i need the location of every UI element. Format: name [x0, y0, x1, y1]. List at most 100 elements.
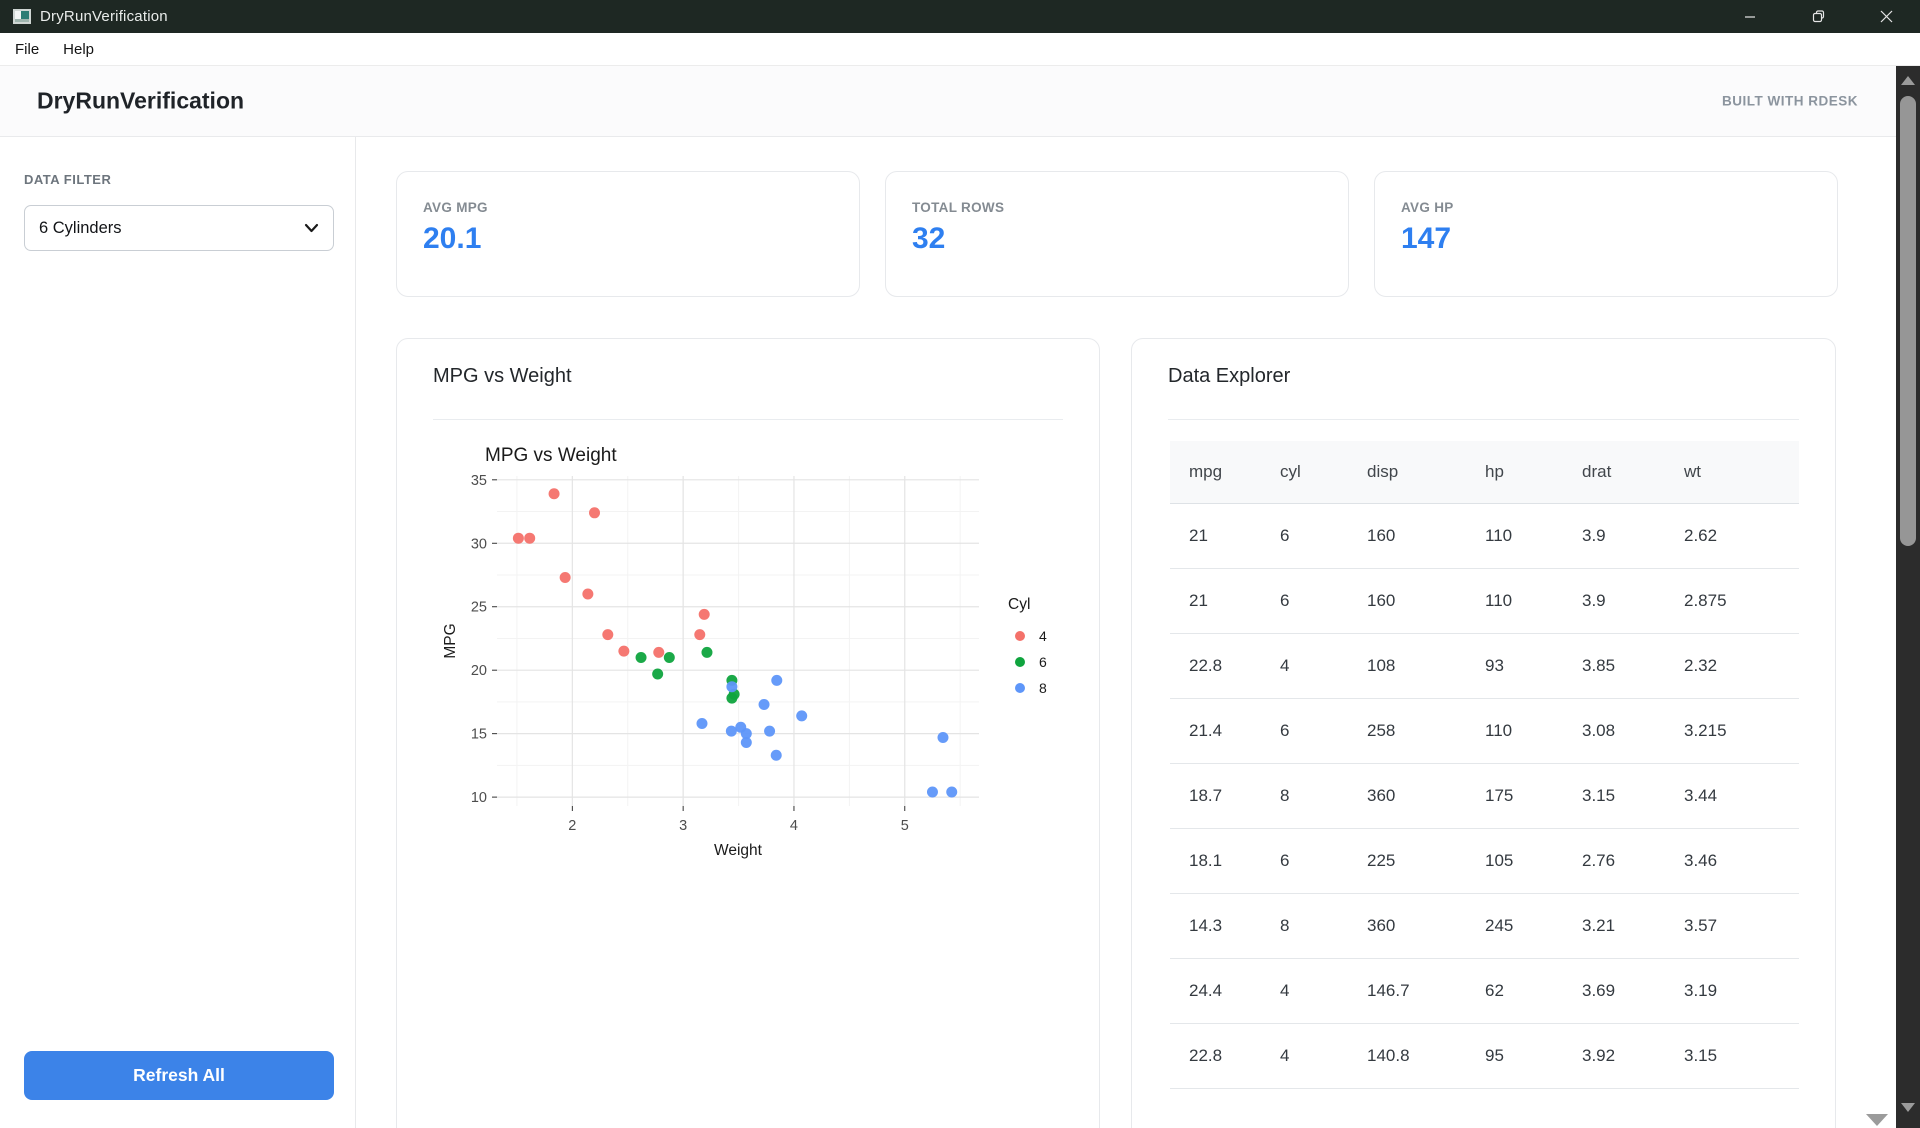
table-row: 18.7 8 360 175 3.15 3.44: [1170, 763, 1799, 829]
table-cell: 62: [1485, 958, 1582, 1024]
svg-text:10: 10: [471, 790, 487, 806]
table-cell: 18.7: [1170, 763, 1280, 829]
table-cell: 175: [1485, 763, 1582, 829]
svg-text:4: 4: [790, 818, 798, 834]
table-cell: 3.15: [1684, 1023, 1799, 1089]
menu-bar: File Help: [0, 33, 1920, 66]
table-cell: 22.8: [1170, 1023, 1280, 1089]
svg-text:20: 20: [471, 663, 487, 679]
table-row: 22.8 4 108 93 3.85 2.32: [1170, 633, 1799, 699]
svg-text:2: 2: [568, 818, 576, 834]
stat-label: AVG HP: [1401, 200, 1454, 215]
column-header-cyl: cyl: [1280, 441, 1367, 504]
page-header: DryRunVerification BUILT WITH RDESK: [0, 66, 1920, 137]
data-filter-label: DATA FILTER: [24, 172, 112, 187]
table-cell: 22.8: [1170, 633, 1280, 699]
table-cell: 95: [1485, 1023, 1582, 1089]
sidebar: DATA FILTER 6 Cylinders Refresh All: [0, 137, 356, 1128]
close-button[interactable]: [1852, 0, 1920, 33]
table-cell: 2.62: [1684, 503, 1799, 569]
table-cell: 2.875: [1684, 568, 1799, 634]
table-card-title: Data Explorer: [1168, 365, 1291, 387]
table-cell: 6: [1280, 568, 1367, 634]
window-title: DryRunVerification: [40, 8, 168, 25]
table-cell: 105: [1485, 828, 1582, 894]
table-cell: 110: [1485, 698, 1582, 764]
close-icon: [1880, 10, 1892, 23]
mpg-vs-weight-scatter-plot: 2 3 4 5 10 15 20 25 30 35 Weight MPG MPG vs Weight Cy…: [442, 445, 1047, 859]
refresh-all-button[interactable]: Refresh All: [24, 1051, 334, 1100]
data-filter-value: 6 Cylinders: [39, 218, 122, 237]
table-cell: 4: [1280, 1023, 1367, 1089]
data-filter-select[interactable]: 6 Cylinders: [24, 205, 334, 251]
table-cell: 3.9: [1582, 503, 1684, 569]
table-cell: 6: [1280, 503, 1367, 569]
svg-text:Weight: Weight: [714, 842, 763, 859]
table-cell: 3.57: [1684, 893, 1799, 959]
table-cell: 8: [1280, 763, 1367, 829]
table-cell: 6: [1280, 698, 1367, 764]
svg-text:Cyl: Cyl: [1008, 596, 1030, 613]
svg-text:8: 8: [1039, 680, 1047, 696]
table-row: 24.4 4 146.7 62 3.69 3.19: [1170, 958, 1799, 1024]
table-cell: 108: [1367, 633, 1485, 699]
table-cell: 3.85: [1582, 633, 1684, 699]
menu-file[interactable]: File: [15, 40, 40, 58]
divider: [1168, 419, 1799, 420]
table-row: 18.1 6 225 105 2.76 3.46: [1170, 828, 1799, 894]
table-cell: 3.215: [1684, 698, 1799, 764]
table-row: 21 6 160 110 3.9 2.875: [1170, 568, 1799, 634]
table-row: 14.3 8 360 245 3.21 3.57: [1170, 893, 1799, 959]
table-cell: 160: [1367, 568, 1485, 634]
table-cell: 8: [1280, 893, 1367, 959]
stat-card-total-rows: TOTAL ROWS 32: [885, 171, 1349, 297]
chevron-down-icon: [304, 219, 319, 238]
title-bar: DryRunVerification: [0, 0, 1920, 33]
svg-text:15: 15: [471, 727, 487, 743]
table-cell: 3.69: [1582, 958, 1684, 1024]
svg-text:6: 6: [1039, 654, 1047, 670]
table-cell: 2.76: [1582, 828, 1684, 894]
page-title: DryRunVerification: [37, 87, 245, 114]
svg-text:5: 5: [901, 818, 909, 834]
restore-button[interactable]: [1784, 0, 1852, 33]
scroll-down-arrow[interactable]: [1901, 1103, 1915, 1112]
data-table: mpg cyl disp hp drat wt 21 6 160 110 3.9 2.62 21 6 16…: [1170, 441, 1799, 1089]
table-cell: 4: [1280, 633, 1367, 699]
minimize-button[interactable]: [1716, 0, 1784, 33]
svg-text:30: 30: [471, 536, 487, 552]
table-cell: 93: [1485, 633, 1582, 699]
stat-label: AVG MPG: [423, 200, 488, 215]
stat-value: 20.1: [423, 222, 482, 255]
table-cell: 21: [1170, 503, 1280, 569]
inner-scroll-down-arrow[interactable]: [1866, 1114, 1888, 1126]
stat-value: 32: [912, 222, 946, 255]
menu-help[interactable]: Help: [63, 40, 95, 58]
table-cell: 110: [1485, 568, 1582, 634]
column-header-disp: disp: [1367, 441, 1485, 504]
table-cell: 3.44: [1684, 763, 1799, 829]
stat-card-avg-hp: AVG HP 147: [1374, 171, 1838, 297]
table-row: 21.4 6 258 110 3.08 3.215: [1170, 698, 1799, 764]
table-cell: 3.9: [1582, 568, 1684, 634]
table-cell: 225: [1367, 828, 1485, 894]
scroll-up-arrow[interactable]: [1901, 76, 1915, 85]
svg-text:25: 25: [471, 600, 487, 616]
table-cell: 4: [1280, 958, 1367, 1024]
table-cell: 360: [1367, 763, 1485, 829]
table-cell: 146.7: [1367, 958, 1485, 1024]
data-explorer-card: Data Explorer mpg cyl disp hp drat wt 21 6 160 1…: [1131, 338, 1836, 1128]
table-cell: 245: [1485, 893, 1582, 959]
table-cell: 2.32: [1684, 633, 1799, 699]
svg-text:MPG vs Weight: MPG vs Weight: [485, 445, 617, 466]
table-cell: 360: [1367, 893, 1485, 959]
minimize-icon: [1745, 15, 1755, 18]
stat-label: TOTAL ROWS: [912, 200, 1005, 215]
table-cell: 24.4: [1170, 958, 1280, 1024]
built-with-badge: BUILT WITH RDESK: [1722, 93, 1858, 109]
scrollbar-thumb[interactable]: [1900, 96, 1916, 546]
table-cell: 6: [1280, 828, 1367, 894]
table-cell: 3.92: [1582, 1023, 1684, 1089]
svg-text:35: 35: [471, 473, 487, 489]
table-cell: 3.46: [1684, 828, 1799, 894]
